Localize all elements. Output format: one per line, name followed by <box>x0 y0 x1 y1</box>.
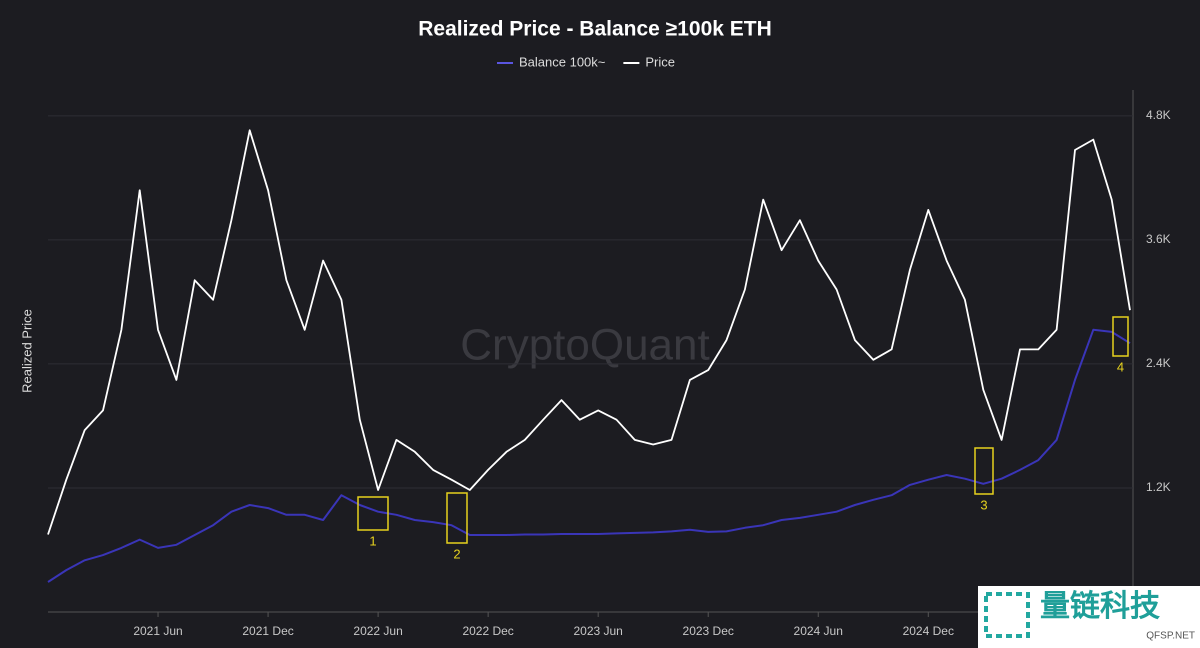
y-tick-label: 4.8K <box>1146 108 1171 122</box>
logo-bg <box>978 586 1200 648</box>
x-tick-label: 2022 Dec <box>462 624 513 638</box>
annotation-box <box>1112 316 1129 357</box>
y-tick-label: 1.2K <box>1146 480 1171 494</box>
y-tick-label: 2.4K <box>1146 356 1171 370</box>
y-axis-label: Realized Price <box>19 309 34 393</box>
x-tick-label: 2022 Jun <box>353 624 402 638</box>
annotation-box <box>446 492 468 544</box>
logo-icon <box>984 592 1030 638</box>
annotation-label: 4 <box>1117 359 1124 374</box>
legend-label: Price <box>645 54 675 69</box>
x-tick-label: 2021 Jun <box>133 624 182 638</box>
series-line <box>47 328 1131 583</box>
logo: 量链科技 QFSP.NET <box>978 586 1200 648</box>
logo-name: 量链科技 <box>1040 589 1160 623</box>
x-tick-label: 2023 Jun <box>573 624 622 638</box>
annotation-label: 2 <box>453 546 460 561</box>
x-tick-label: 2024 Dec <box>903 624 954 638</box>
chart-title: Realized Price - Balance ≥100k ETH <box>418 18 772 41</box>
legend-label: Balance 100k~ <box>519 54 606 69</box>
annotation-label: 3 <box>980 497 987 512</box>
series-line <box>47 129 1131 535</box>
annotation-label: 1 <box>369 533 376 548</box>
x-tick-label: 2023 Dec <box>683 624 734 638</box>
annotation-box <box>974 447 994 495</box>
watermark: CryptoQuant <box>460 321 709 370</box>
y-tick-label: 3.6K <box>1146 232 1171 246</box>
x-tick-label: 2024 Jun <box>794 624 843 638</box>
x-tick-label: 2021 Dec <box>242 624 293 638</box>
annotation-box <box>357 496 389 531</box>
plot: 1.2K 2.4K 3.6K 4.8K 2021 Jun 2021 Dec 2022 Jun… <box>47 90 1171 638</box>
logo-site: QFSP.NET <box>1146 631 1195 642</box>
